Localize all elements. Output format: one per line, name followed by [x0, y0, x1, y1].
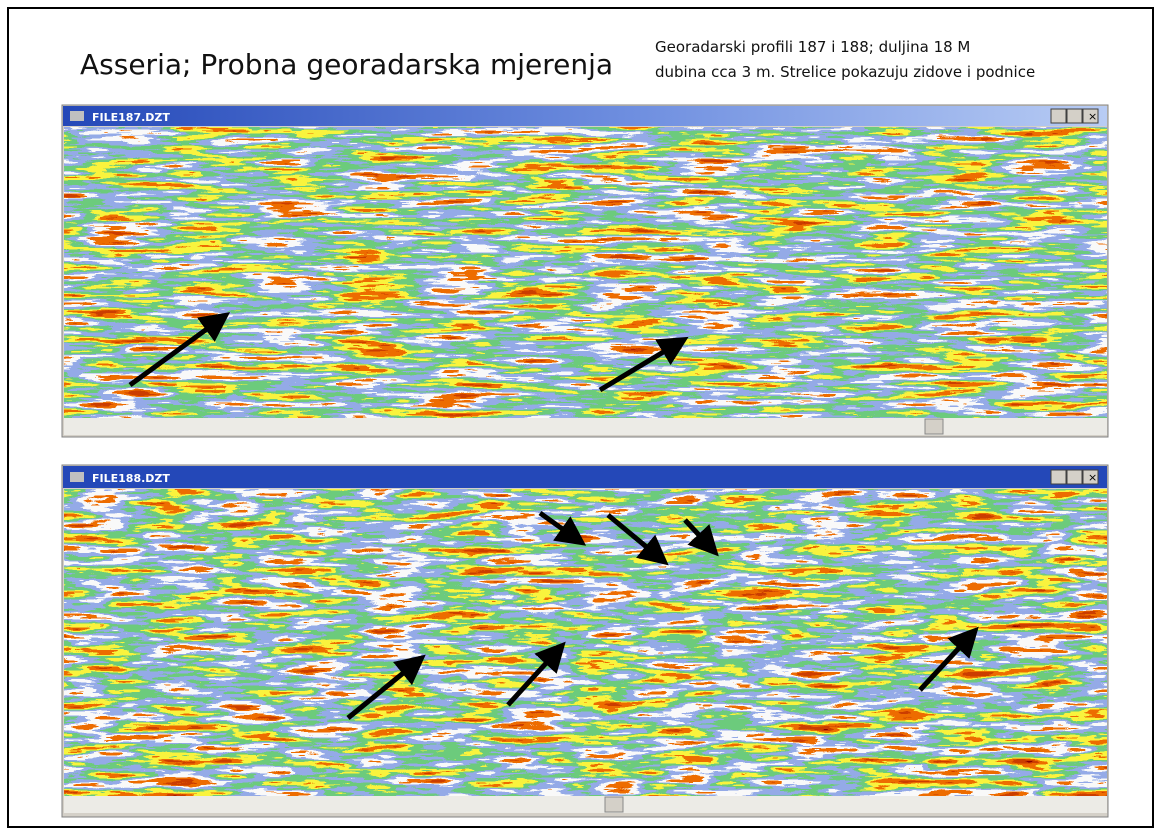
arrows [128, 312, 979, 720]
window-buttons[interactable]: × [1050, 108, 1099, 124]
title-bar [63, 466, 1107, 488]
window-buttons[interactable]: × [1050, 469, 1099, 485]
svg-text:×: × [1088, 110, 1097, 123]
window: FILE187.DZT × [61, 104, 1109, 438]
radar-image [64, 127, 1107, 418]
radar-image [64, 489, 1107, 796]
window-icon [70, 472, 84, 482]
scrollbar[interactable] [64, 796, 1107, 813]
window-icon [70, 111, 84, 121]
window: FILE188.DZT × [61, 464, 1109, 818]
frame [7, 7, 1154, 828]
title-bar [63, 106, 1107, 126]
svg-text:×: × [1088, 471, 1097, 484]
window-title: FILE187.DZT [92, 111, 170, 124]
caption-line: dubina cca 3 m. Strelice pokazuju zidove… [655, 63, 1035, 81]
window-title: FILE188.DZT [92, 472, 170, 485]
title: Asseria; Probna georadarska mjerenja [80, 48, 613, 81]
caption-line: Georadarski profili 187 i 188; duljina 1… [655, 38, 970, 56]
scrollbar[interactable] [64, 418, 1107, 435]
